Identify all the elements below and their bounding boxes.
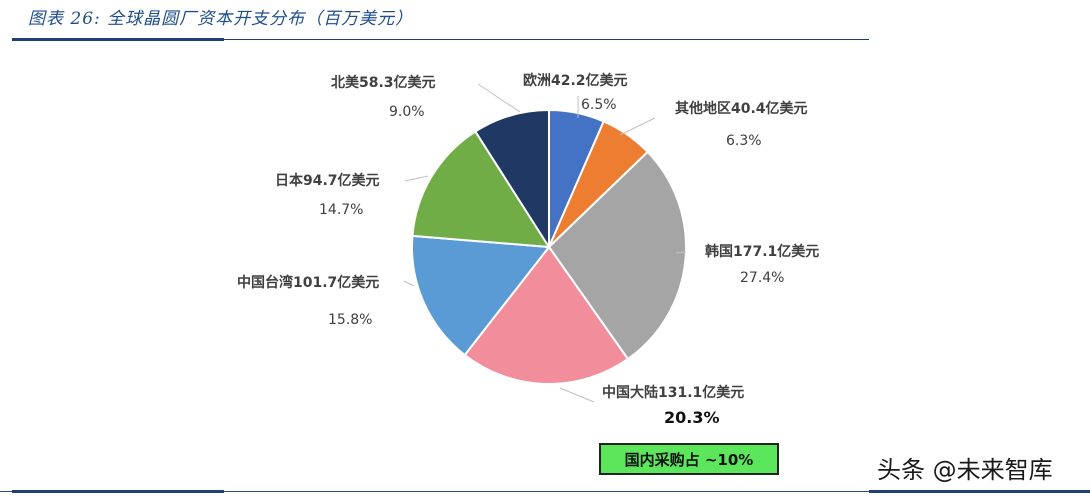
pct-europe: 6.5% bbox=[581, 97, 617, 113]
pie-slice-2 bbox=[547, 150, 687, 361]
top-rule-thick bbox=[12, 38, 224, 41]
bottom-rule-thin bbox=[0, 491, 1090, 492]
label-europe: 欧洲42.2亿美元 bbox=[523, 73, 628, 89]
pie-slice-5 bbox=[411, 130, 551, 249]
domestic-procurement-callout: 国内采购占 ~10% bbox=[599, 443, 779, 475]
label-taiwan: 中国台湾101.7亿美元 bbox=[237, 275, 380, 291]
leader-line-other bbox=[619, 117, 656, 136]
label-japan: 日本94.7亿美元 bbox=[275, 173, 380, 189]
pct-mainland-china: 20.3% bbox=[664, 408, 720, 427]
pie-slice-6 bbox=[473, 108, 550, 251]
figure-title: 图表 26: 全球晶圆厂资本开支分布（百万美元） bbox=[28, 9, 414, 29]
pie-slices bbox=[411, 108, 687, 385]
leader-line-north-america bbox=[477, 83, 521, 113]
top-rule-thin bbox=[224, 39, 869, 40]
pct-japan: 14.7% bbox=[319, 202, 364, 218]
leader-line-mainland bbox=[559, 387, 595, 403]
pct-other: 6.3% bbox=[726, 133, 762, 149]
bottom-rule-thick-right bbox=[869, 490, 1090, 493]
pct-north-america: 9.0% bbox=[389, 104, 425, 120]
pct-korea: 27.4% bbox=[740, 270, 785, 286]
watermark: 头条 @未来智库 bbox=[877, 456, 1053, 484]
pie-slice-3 bbox=[463, 245, 630, 385]
label-korea: 韩国177.1亿美元 bbox=[705, 244, 820, 260]
leader-line-japan bbox=[404, 175, 429, 182]
leader-lines bbox=[403, 83, 687, 403]
label-mainland-china: 中国大陆131.1亿美元 bbox=[602, 385, 745, 401]
label-north-america: 北美58.3亿美元 bbox=[331, 75, 436, 91]
pct-taiwan: 15.8% bbox=[328, 312, 373, 328]
label-other: 其他地区40.4亿美元 bbox=[675, 101, 808, 117]
bottom-rule-thick-left bbox=[12, 490, 224, 493]
pie-slice-4 bbox=[411, 234, 551, 357]
leader-line-taiwan bbox=[403, 280, 415, 287]
leader-line-korea bbox=[675, 251, 687, 254]
